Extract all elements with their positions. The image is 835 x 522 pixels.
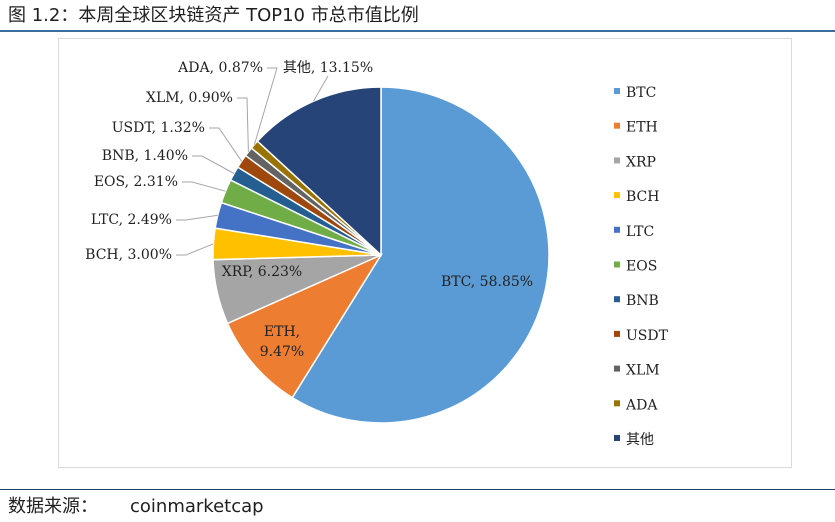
source-value: coinmarketcap <box>130 496 264 517</box>
legend-swatch-btc <box>614 88 620 94</box>
legend-swatch-usdt <box>614 330 620 337</box>
legend-swatch-ada <box>614 400 620 407</box>
leader-line-bnb <box>192 155 235 174</box>
legend-label-xrp: XRP <box>626 154 656 170</box>
source-divider <box>0 489 835 490</box>
data-label-ada: ADA, 0.87% <box>177 60 263 76</box>
legend-label-bch: BCH <box>626 189 659 205</box>
leader-line-other-10 <box>313 75 329 102</box>
data-label-other-10: 其他, 13.15% <box>283 60 373 76</box>
data-label-ltc: LTC, 2.49% <box>91 212 172 228</box>
chart-frame <box>58 38 792 468</box>
legend-label-xlm: XLM <box>626 363 660 379</box>
legend-label-eth: ETH <box>626 120 658 136</box>
data-label-eos: EOS, 2.31% <box>94 174 178 190</box>
data-label-xrp: XRP, 6.23% <box>222 264 302 280</box>
leader-line-ada <box>253 67 278 145</box>
legend-label-ltc: LTC <box>626 224 654 240</box>
data-label-bch: BCH, 3.00% <box>85 247 172 263</box>
legend-swatch-ltc <box>614 226 620 233</box>
legend-swatch-bnb <box>614 296 620 303</box>
title-divider <box>0 30 835 32</box>
leader-line-xlm <box>237 97 249 152</box>
leader-line-usdt <box>209 127 243 162</box>
leader-line-bch <box>176 243 214 256</box>
legend-swatch-other-10 <box>614 435 620 441</box>
leader-line-ltc <box>176 214 218 221</box>
data-label-eth: ETH, 9.47% <box>260 324 304 360</box>
legend-label-usdt: USDT <box>626 328 669 344</box>
leader-line-eos <box>182 181 226 192</box>
figure-title: 图 1.2：本周全球区块链资产 TOP10 市总市值比例 <box>8 5 419 26</box>
legend-swatch-bch <box>614 192 620 199</box>
legend-label-bnb: BNB <box>626 293 659 309</box>
legend-label-ada: ADA <box>625 397 658 413</box>
data-label-usdt: USDT, 1.32% <box>112 120 205 136</box>
pie-slice-eth <box>226 253 383 399</box>
legend-label-other-10: 其他 <box>626 432 654 448</box>
pie-slice-other-10 <box>256 86 382 257</box>
legend-swatch-eth <box>614 122 620 129</box>
pie-slice-btc <box>291 86 550 424</box>
data-label-btc: BTC, 58.85% <box>441 274 533 290</box>
legend-swatch-eos <box>614 261 620 268</box>
data-label-bnb: BNB, 1.40% <box>102 148 188 164</box>
legend-swatch-xrp <box>614 157 620 164</box>
source-label: 数据来源： <box>8 496 98 517</box>
data-label-xlm: XLM, 0.90% <box>146 90 233 106</box>
legend-label-eos: EOS <box>626 259 657 275</box>
legend-label-btc: BTC <box>626 85 656 101</box>
legend-swatch-xlm <box>614 365 620 372</box>
